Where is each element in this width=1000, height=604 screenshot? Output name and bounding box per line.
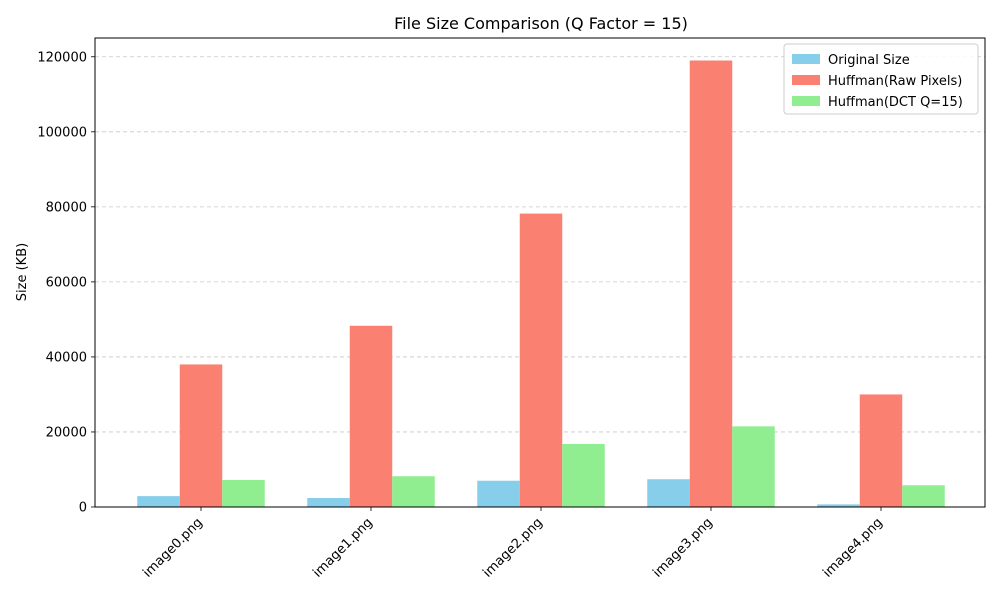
legend-label: Huffman(DCT Q=15) xyxy=(828,95,963,110)
bar xyxy=(349,325,393,507)
x-tick-label: image1.png xyxy=(310,515,376,581)
y-tick-label: 40000 xyxy=(46,350,87,365)
legend-swatch xyxy=(792,75,820,85)
y-tick-label: 60000 xyxy=(46,275,87,290)
legend-label: Huffman(Raw Pixels) xyxy=(828,74,962,89)
x-tick-label: image0.png xyxy=(140,515,206,581)
bar xyxy=(562,443,605,507)
y-axis-label: Size (KB) xyxy=(15,243,30,301)
y-tick-label: 0 xyxy=(79,501,87,516)
bar xyxy=(137,496,180,507)
x-tick-label: image2.png xyxy=(480,515,546,581)
legend-swatch xyxy=(792,96,820,106)
bar xyxy=(859,394,903,507)
bar xyxy=(307,497,350,507)
y-tick-label: 80000 xyxy=(46,200,87,215)
bar xyxy=(179,364,223,507)
legend: Original Size Huffman(Raw Pixels) Huffman(… xyxy=(783,43,979,115)
y-tick-label: 100000 xyxy=(37,125,87,140)
bars xyxy=(137,60,945,508)
x-tick-label: image4.png xyxy=(820,515,886,581)
legend-box xyxy=(783,43,979,115)
bar xyxy=(732,426,775,507)
bar xyxy=(392,476,435,507)
y-tick-label: 120000 xyxy=(37,50,87,65)
x-tick-label: image3.png xyxy=(650,515,716,581)
legend-label: Original Size xyxy=(828,53,910,68)
plot-frame xyxy=(94,37,986,508)
bar xyxy=(519,213,563,507)
bar xyxy=(817,504,860,507)
chart-title: File Size Comparison (Q Factor = 15) xyxy=(394,14,688,33)
bar xyxy=(647,479,690,507)
bar xyxy=(902,485,945,507)
legend-swatch xyxy=(792,54,820,64)
bar xyxy=(689,60,733,508)
y-tick-label: 20000 xyxy=(46,425,87,440)
bar xyxy=(477,480,520,507)
bar xyxy=(222,479,265,507)
